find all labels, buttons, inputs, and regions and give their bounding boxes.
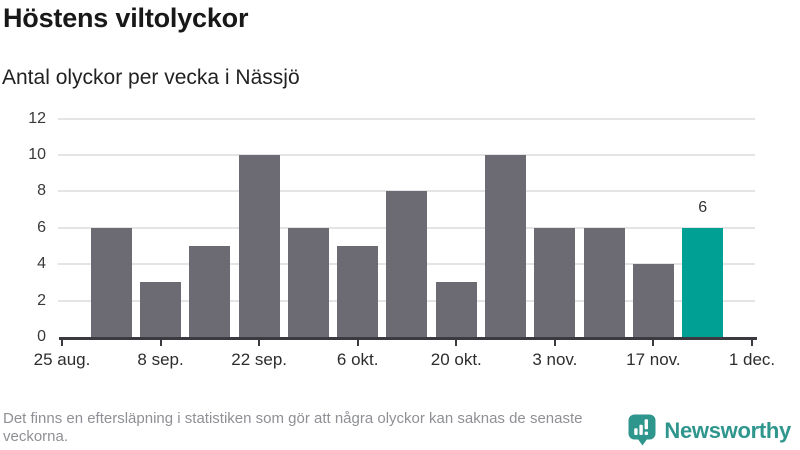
footnote: Det finns en eftersläpning i statistiken… — [3, 410, 583, 445]
y-axis-label: 2 — [37, 291, 46, 309]
x-axis-label: 3 nov. — [532, 350, 578, 369]
x-axis-label: 25 aug. — [33, 350, 91, 369]
x-axis-tick — [61, 340, 63, 346]
bar — [386, 191, 428, 337]
chart-subtitle: Antal olyckor per vecka i Nässjö — [2, 66, 300, 89]
x-axis-label: 17 nov. — [626, 350, 681, 369]
bar — [435, 282, 477, 337]
x-axis-tick — [553, 340, 556, 346]
brand-logo: Newsworthy — [628, 414, 791, 446]
y-axis-label: 10 — [28, 146, 46, 163]
page-title: Höstens viltolyckor — [3, 3, 249, 33]
x-axis-tick — [652, 340, 655, 346]
y-axis-label: 0 — [37, 328, 46, 345]
x-axis-line — [59, 337, 757, 340]
y-axis-label: 4 — [37, 255, 46, 273]
x-axis-label: 1 dec. — [728, 350, 776, 369]
x-axis-tick — [455, 340, 458, 346]
x-axis-tick — [159, 340, 162, 346]
bar — [485, 155, 527, 337]
bar — [238, 155, 280, 337]
bar — [583, 227, 625, 337]
gridline — [58, 117, 755, 120]
x-axis-tick — [356, 340, 359, 346]
x-axis-label: 20 okt. — [430, 350, 482, 369]
bar — [534, 227, 576, 337]
x-axis-label: 6 okt. — [336, 350, 379, 369]
bar-highlighted — [682, 227, 724, 337]
y-axis-label: 12 — [28, 109, 46, 127]
gridline — [58, 154, 755, 156]
newsworthy-bar-chart-speech-bubble-icon — [628, 414, 657, 446]
bar — [90, 227, 132, 337]
brand-name: Newsworthy — [664, 418, 791, 443]
bar — [337, 246, 379, 337]
y-axis-label: 6 — [37, 218, 46, 236]
bar — [632, 264, 674, 337]
x-axis-tick — [750, 340, 753, 346]
x-axis-label: 22 sep. — [231, 350, 287, 369]
x-axis-label: 8 sep. — [137, 350, 184, 369]
bar-value-label: 6 — [698, 198, 708, 216]
bar — [140, 282, 182, 337]
bar — [189, 246, 231, 337]
bar — [287, 227, 329, 337]
y-axis-label: 8 — [37, 182, 46, 200]
x-axis-tick — [258, 340, 261, 346]
